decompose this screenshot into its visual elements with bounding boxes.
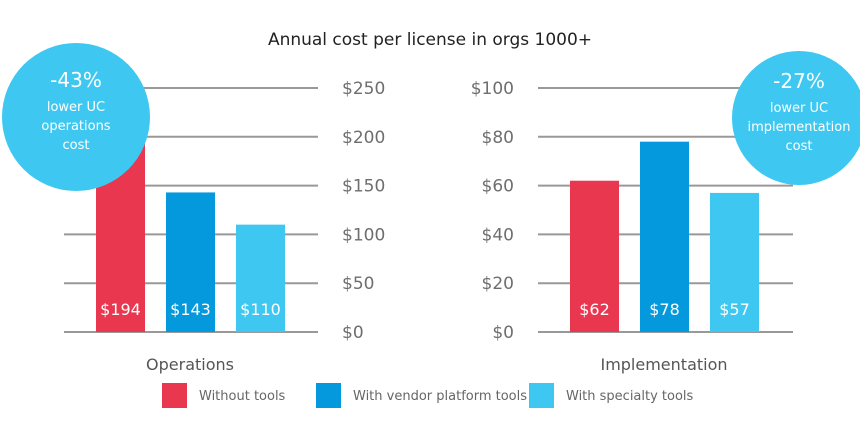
y-tick-label: $100	[342, 225, 385, 245]
y-tick-label: $200	[342, 128, 385, 148]
badge-text: lower UC	[47, 100, 105, 115]
bar-with-vendor-platform-tools	[166, 192, 215, 332]
badge-percent: -43%	[50, 68, 102, 92]
badge-text: operations	[41, 119, 110, 134]
y-tick-label: $0	[342, 323, 364, 343]
data-label: $194	[100, 300, 141, 319]
data-label: $78	[649, 300, 680, 319]
legend: Without tools With vendor platform tools W…	[162, 383, 694, 408]
y-tick-label: $20	[482, 274, 514, 294]
legend-swatch	[316, 383, 341, 408]
panel-operations: $0 $50 $100 $150 $200 $250 $194 $143 $110 Operati…	[2, 43, 385, 374]
data-label: $62	[579, 300, 610, 319]
bar-with-specialty-tools	[236, 224, 285, 332]
y-tick-label: $250	[342, 79, 385, 99]
legend-swatch	[162, 383, 187, 408]
legend-swatch	[529, 383, 554, 408]
y-tick-label: $0	[492, 323, 514, 343]
badge-percent: -27%	[773, 69, 825, 93]
bar-with-vendor-platform-tools	[640, 141, 689, 332]
data-label: $110	[240, 300, 281, 319]
y-tick-label: $40	[482, 225, 514, 245]
legend-label: With specialty tools	[566, 389, 694, 404]
badge-text: cost	[786, 139, 813, 154]
y-tick-label: $60	[482, 177, 514, 197]
badge-text: lower UC	[770, 101, 828, 116]
legend-item: With specialty tools	[529, 383, 694, 408]
category-label: Implementation	[600, 355, 727, 374]
chart-title: Annual cost per license in orgs 1000+	[268, 30, 592, 50]
legend-label: Without tools	[199, 389, 286, 404]
legend-item: With vendor platform tools	[316, 383, 527, 408]
y-tick-label: $80	[482, 128, 514, 148]
category-label: Operations	[146, 355, 234, 374]
panel-implementation: $0 $20 $40 $60 $80 $100 $62 $78 $57 Implementatio…	[471, 51, 860, 374]
y-tick-label: $150	[342, 177, 385, 197]
badge-text: implementation	[747, 120, 850, 135]
legend-label: With vendor platform tools	[353, 389, 527, 404]
badge-text: cost	[63, 138, 90, 153]
data-label: $57	[719, 300, 750, 319]
y-tick-label: $100	[471, 79, 514, 99]
data-label: $143	[170, 300, 211, 319]
legend-item: Without tools	[162, 383, 286, 408]
y-tick-label: $50	[342, 274, 374, 294]
bar-without-tools	[570, 180, 619, 332]
bar-with-specialty-tools	[710, 192, 759, 332]
badge-circle	[732, 51, 860, 185]
annotation-badge: -27% lower UC implementation cost	[732, 51, 860, 185]
annotation-badge: -43% lower UC operations cost	[2, 43, 150, 191]
badge-circle	[2, 43, 150, 191]
